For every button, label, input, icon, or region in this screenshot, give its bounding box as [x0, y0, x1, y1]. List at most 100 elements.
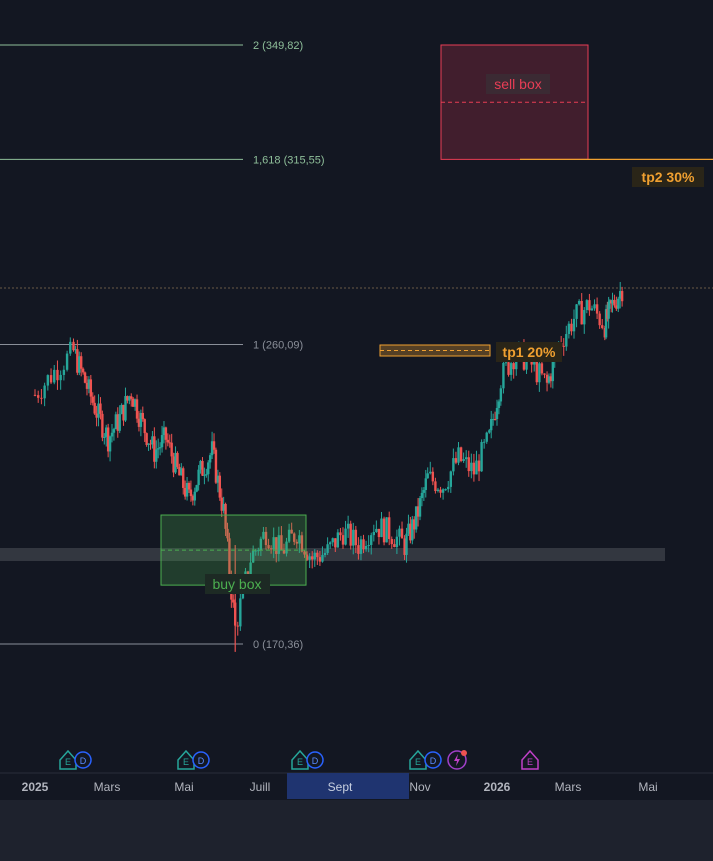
candle-body	[224, 503, 227, 529]
tp1-label-bg	[496, 342, 562, 362]
candle-body	[321, 555, 324, 562]
candle-body	[328, 542, 332, 545]
candle-body	[120, 404, 123, 414]
candle-body	[429, 471, 432, 474]
dividend-icon[interactable]: D	[424, 751, 442, 769]
candle-body	[287, 529, 291, 542]
candle-body	[187, 483, 191, 490]
candle-body	[462, 459, 465, 461]
candle-body	[431, 471, 435, 482]
candle-body	[545, 374, 549, 383]
candle-body	[180, 468, 183, 476]
candle-body	[388, 517, 391, 540]
candle-body	[176, 452, 179, 467]
candle-body	[298, 535, 301, 544]
svg-text:D: D	[312, 756, 319, 766]
candle-body	[220, 497, 223, 511]
candle-body	[512, 363, 515, 370]
candle-body	[346, 523, 350, 529]
candle-body	[193, 491, 196, 501]
candle-body	[354, 529, 358, 546]
candle-body	[78, 356, 81, 373]
flash-event-icon[interactable]	[447, 750, 467, 770]
candle-body	[93, 402, 96, 414]
candle-body	[601, 325, 604, 328]
candle-body	[232, 599, 235, 603]
candle-body	[103, 436, 106, 438]
candle-body	[491, 418, 495, 420]
candle-body	[189, 489, 193, 497]
candle-body	[357, 545, 360, 554]
candle-body	[416, 506, 420, 517]
candle-body	[251, 550, 255, 563]
candle-body	[331, 538, 334, 543]
price-chart[interactable]: 2 (349,82) 1,618 (315,55) 1 (260,09) 0 (170…	[0, 0, 713, 800]
tp2-label: tp2 30%	[642, 169, 695, 185]
candle-body	[259, 538, 263, 551]
candle-body	[295, 541, 298, 544]
candle-body	[454, 458, 458, 463]
chart-background	[0, 0, 713, 800]
candle-body	[414, 506, 418, 530]
candle-body	[135, 399, 139, 419]
candle-body	[409, 523, 412, 541]
candle-body	[459, 447, 463, 461]
candle-body	[525, 358, 528, 370]
candle-body	[611, 299, 614, 304]
candle-body	[580, 300, 583, 325]
candle-body	[72, 341, 75, 351]
candle-body	[619, 291, 622, 299]
candle-body	[509, 363, 513, 375]
dividend-icon[interactable]: D	[306, 751, 324, 769]
dividend-icon[interactable]: D	[74, 751, 92, 769]
candle-body	[405, 533, 408, 555]
candle-body	[485, 432, 488, 442]
candle-body	[590, 308, 594, 311]
candle-body	[497, 401, 501, 408]
candle-body	[585, 300, 589, 310]
candle-body	[87, 379, 91, 389]
candle-body	[91, 396, 94, 403]
candle-body	[37, 395, 40, 398]
candle-body	[128, 396, 131, 401]
candle-body	[434, 481, 437, 492]
candle-body	[543, 373, 546, 375]
candle-body	[272, 537, 275, 550]
svg-text:E: E	[527, 757, 533, 767]
highlighted-tick-bg	[287, 773, 409, 799]
candle-body	[418, 498, 422, 517]
candle-body	[575, 304, 578, 319]
candle-body	[595, 304, 599, 314]
candle-body	[535, 361, 538, 383]
candle-body	[108, 436, 112, 452]
candle-body	[183, 487, 187, 497]
earnings-icon[interactable]: E	[521, 749, 539, 770]
candle-body	[583, 309, 586, 325]
candle-body	[441, 489, 445, 493]
candle-body	[143, 419, 146, 434]
candle-body	[606, 309, 609, 319]
candle-body	[495, 407, 499, 420]
candle-body	[540, 363, 544, 374]
candle-body	[97, 403, 100, 418]
candle-body	[174, 452, 177, 473]
candle-body	[185, 483, 189, 497]
candle-body	[69, 341, 72, 354]
candle-body	[145, 433, 148, 445]
candle-body	[126, 396, 129, 401]
candle-body	[549, 376, 553, 382]
candle-body	[212, 441, 216, 450]
x-tick-label: Mars	[555, 780, 582, 794]
sell-box-label-bg	[486, 74, 550, 94]
candle-body	[472, 462, 476, 475]
candle-body	[316, 552, 319, 558]
x-tick-label: 2025	[22, 780, 49, 794]
candle-body	[547, 376, 551, 383]
dividend-icon[interactable]: D	[192, 751, 210, 769]
candle-body	[228, 538, 231, 575]
candle-body	[305, 554, 309, 560]
candle-body	[216, 475, 220, 483]
candle-body	[53, 369, 56, 383]
candle-body	[218, 475, 221, 498]
svg-text:D: D	[430, 756, 437, 766]
